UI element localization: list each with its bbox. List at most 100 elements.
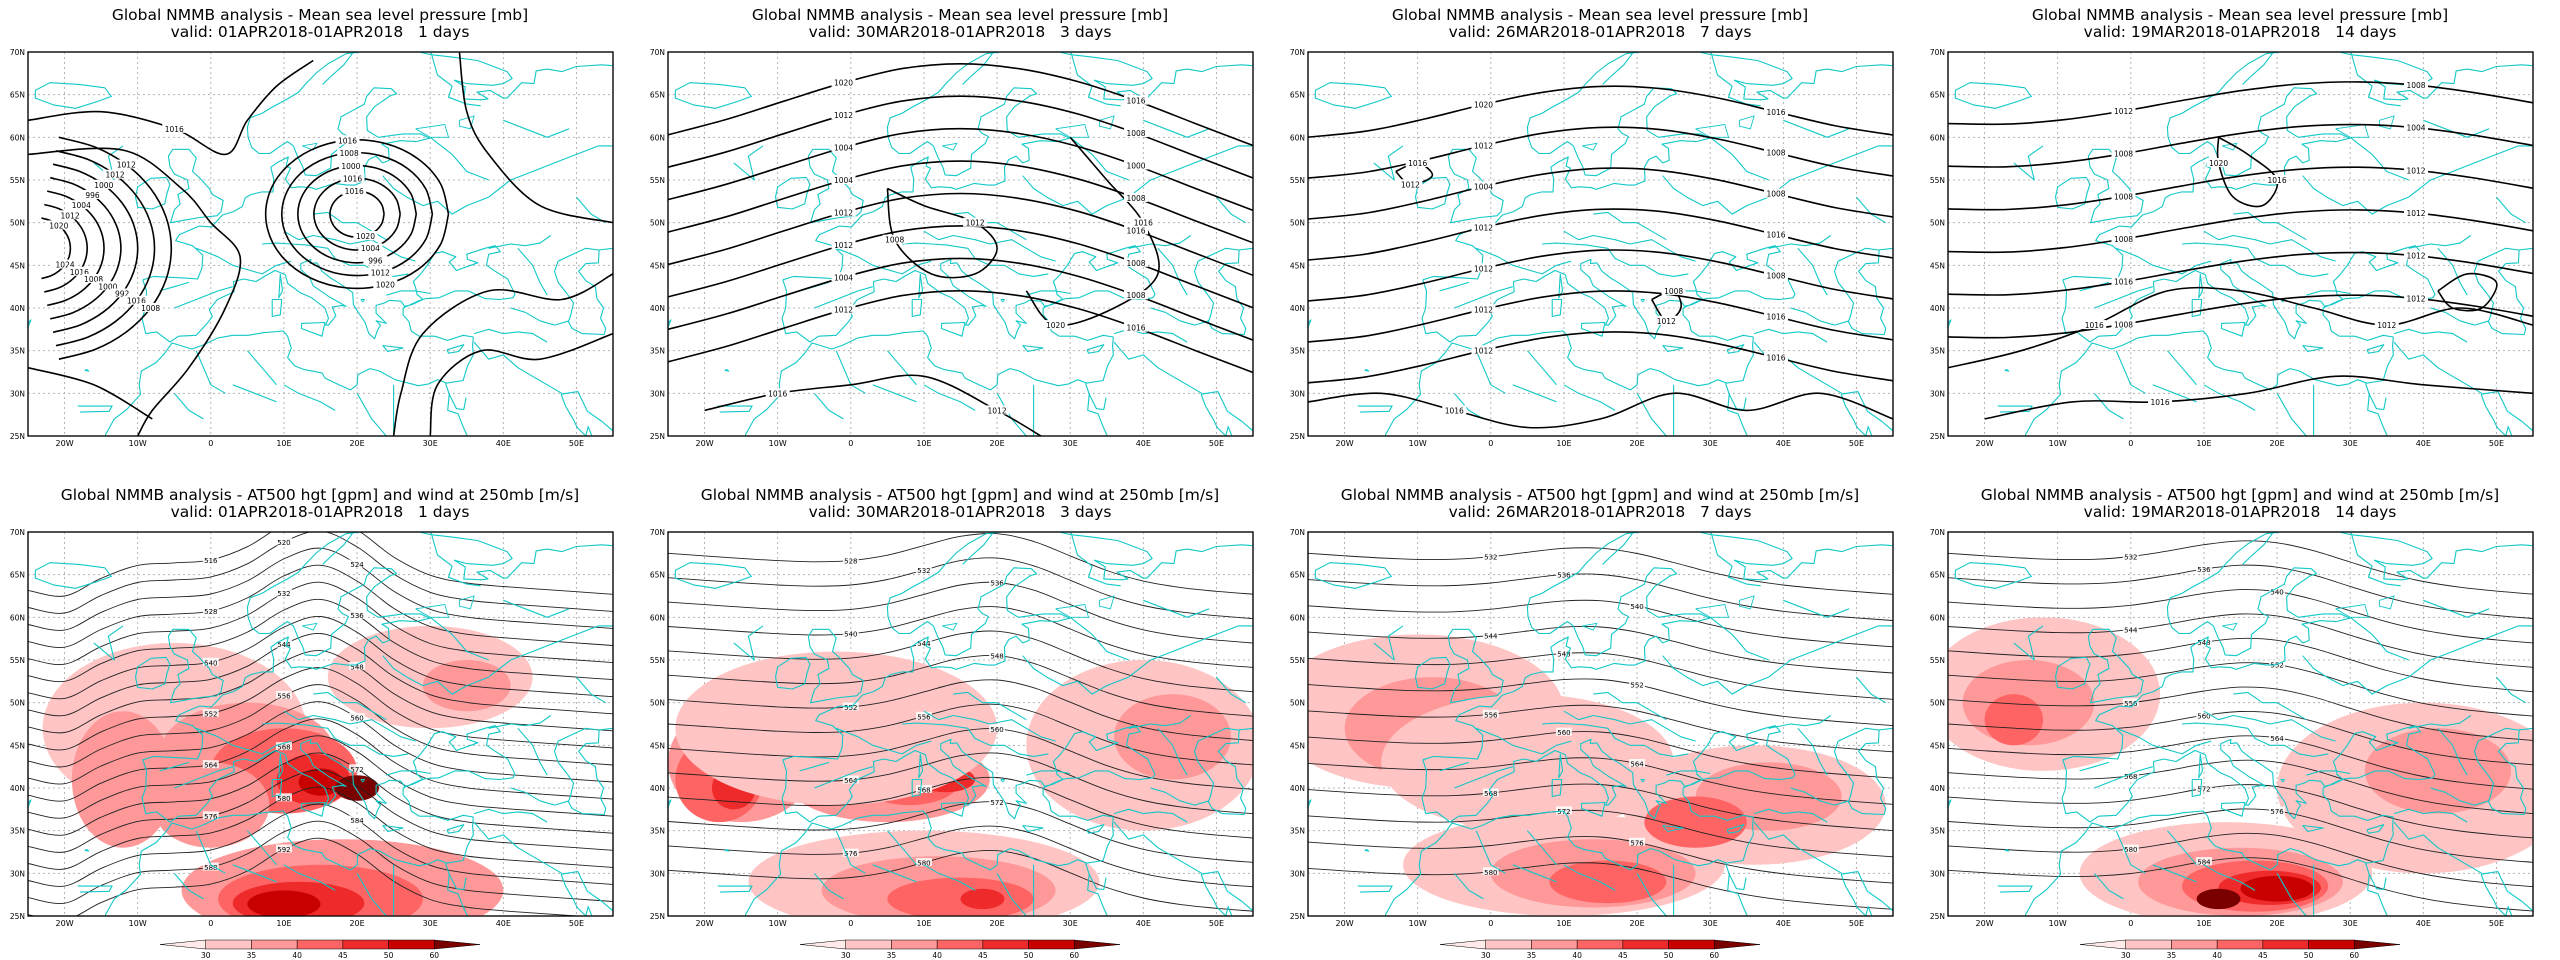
lat-tick-label: 60N (650, 133, 665, 142)
height-contour (1308, 573, 1893, 621)
height-contour (28, 616, 613, 700)
isobar-line (281, 151, 434, 277)
isobar-line (1308, 249, 1893, 302)
height-contour-label: 536 (350, 612, 364, 620)
wind-shading-layer (1948, 617, 2533, 916)
lon-tick-label: 10E (1556, 919, 1571, 928)
height-contour-label: 580 (277, 795, 290, 803)
height-contour (668, 849, 1253, 912)
height-contour (28, 752, 613, 836)
isobar-line (1308, 167, 1893, 220)
lat-tick-label: 25N (650, 912, 665, 921)
height-contour (28, 735, 613, 819)
colorbar-swatch (2308, 939, 2355, 950)
colorbar-swatch (2079, 939, 2126, 950)
height-contour (1948, 735, 2533, 790)
height-contour (1948, 759, 2533, 815)
isobar-label: 1016 (127, 297, 146, 306)
lat-tick-label: 40N (10, 784, 25, 793)
isobar-label: 1012 (834, 306, 853, 315)
colorbar-label: 50 (1664, 951, 1674, 960)
lat-tick-label: 50N (1930, 699, 1945, 708)
height-contour (1308, 836, 1893, 884)
height-contour (668, 557, 1253, 620)
isobar-label: 1016 (1445, 406, 1464, 415)
isobar-label: 1012 (2406, 209, 2425, 218)
height-contour-label: 560 (990, 726, 1003, 734)
lat-tick-label: 30N (10, 389, 25, 398)
isobar-label: 1008 (1766, 272, 1785, 281)
lat-tick-label: 65N (1290, 571, 1305, 580)
isobar-label: 1016 (2085, 321, 2104, 330)
lon-tick-label: 20W (1336, 919, 1354, 928)
isobar-label: 1000 (94, 181, 113, 190)
lat-tick-label: 70N (650, 48, 665, 57)
map-plot: 20W 10W 0 10E 20E 30E 40E 50E 70N 65N 60N 55N 50N 45N… (650, 48, 1254, 448)
isobar-label: 1012 (2406, 252, 2425, 261)
isobar-line (1948, 209, 2533, 254)
panel-valid-period: valid: 19MAR2018-01APR2018 14 days (2083, 503, 2397, 521)
coastline-layer (28, 532, 613, 916)
isobar-label: 1012 (1474, 305, 1493, 314)
isobar-label: 1016 (345, 187, 364, 196)
isobar-label: 1004 (2406, 124, 2425, 133)
coastline-layer (1948, 532, 2533, 916)
lat-tick-label: 60N (10, 133, 25, 142)
height-contour (668, 581, 1253, 644)
lat-tick-label: 25N (650, 432, 665, 441)
lon-tick-label: 20W (1976, 439, 1994, 448)
lat-tick-label: 45N (10, 741, 25, 750)
colorbar-label: 40 (932, 951, 942, 960)
height-contour-label: 528 (204, 608, 217, 616)
isobar-label: 1012 (1474, 141, 1493, 150)
height-contour (668, 533, 1253, 595)
height-contour-label: 552 (2270, 662, 2283, 670)
map-plot: 20W 10W 0 10E 20E 30E 40E 50E 70N 65N 60N 55N 50N 45N… (10, 48, 614, 448)
panel-z500-7days: Global NMMB analysis - AT500 hgt [gpm] a… (1280, 480, 1920, 960)
height-contour-label: 584 (350, 817, 364, 825)
lon-tick-label: 10W (1409, 919, 1427, 928)
isobar-line (1308, 331, 1893, 384)
height-contour-label: 564 (204, 762, 218, 770)
lon-tick-label: 50E (1849, 919, 1864, 928)
height-contour-label: 576 (844, 850, 858, 858)
wind-speed-area (1114, 694, 1232, 780)
lat-tick-label: 55N (650, 656, 665, 665)
colorbar-label: 40 (2212, 951, 2222, 960)
isobar-label: 1012 (988, 406, 1007, 415)
panel-mslp-1day: Global NMMB analysis - Mean sea level pr… (0, 0, 640, 480)
isobar-label: 1012 (106, 171, 125, 180)
lon-tick-label: 10W (1409, 439, 1427, 448)
lat-tick-label: 25N (10, 912, 25, 921)
height-contour-label: 556 (2124, 700, 2138, 708)
isobar-label: 1016 (1766, 313, 1785, 322)
isobar-label: 1020 (49, 221, 68, 230)
lat-tick-label: 40N (650, 784, 665, 793)
height-contour (1948, 589, 2533, 644)
isobar-label: 1016 (338, 136, 357, 145)
colorbar-swatch (2262, 939, 2309, 950)
lat-tick-label: 55N (1930, 176, 1945, 185)
height-contour (28, 581, 613, 666)
colorbar-label: 30 (841, 951, 851, 960)
isobar-line (1308, 208, 1893, 261)
height-contour-label: 516 (204, 557, 218, 565)
colorbar-swatch (342, 939, 389, 950)
isobar-label: 1012 (1474, 223, 1493, 232)
lat-tick-label: 60N (1290, 613, 1305, 622)
colorbar-swatch (1485, 939, 1532, 950)
colorbar-swatch (2216, 939, 2264, 950)
isobar-label: 1016 (1126, 97, 1145, 106)
isobar-line (1308, 126, 1893, 179)
lat-tick-label: 30N (1930, 389, 1945, 398)
height-contour (28, 820, 613, 905)
isobar-label: 1012 (2406, 294, 2425, 303)
height-contour (28, 532, 613, 597)
lon-tick-label: 40E (1776, 439, 1791, 448)
isobar-label: 1012 (2406, 166, 2425, 175)
colorbar-swatch (1714, 939, 1761, 950)
colorbar-swatch (1576, 939, 1624, 950)
panel-title: Global NMMB analysis - Mean sea level pr… (1391, 6, 1809, 24)
lat-tick-label: 30N (1930, 869, 1945, 878)
isobar-label: 1012 (1657, 317, 1676, 326)
